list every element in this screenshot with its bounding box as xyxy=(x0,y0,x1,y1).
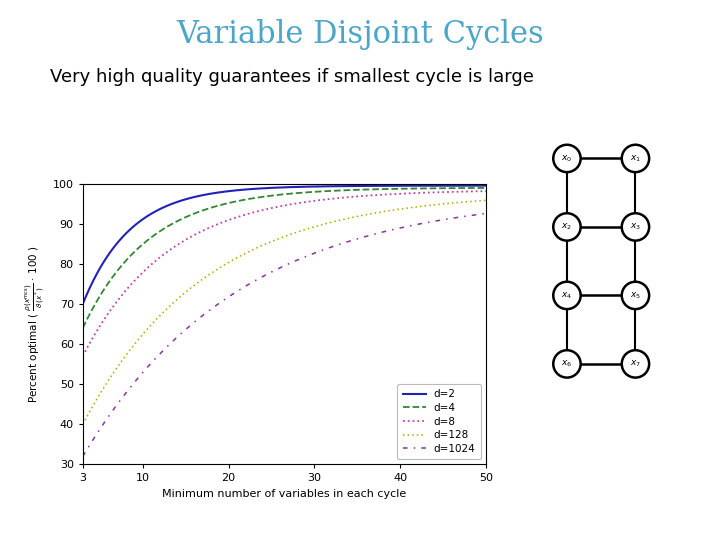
Text: Very high quality guarantees if smallest cycle is large: Very high quality guarantees if smallest… xyxy=(50,68,534,85)
Y-axis label: Percent optimal ( $\frac{\rho(x^{\mathrm{mcs}})}{\vartheta(x^*)}$ · 100 ): Percent optimal ( $\frac{\rho(x^{\mathrm… xyxy=(24,245,48,403)
d=4 xyxy=(356,186,364,193)
Legend: d=2, d=4, d=8, d=128, d=1024: d=2, d=4, d=8, d=128, d=1024 xyxy=(397,384,481,459)
Line: d=1024: d=1024 xyxy=(83,213,486,456)
Text: $x_4$: $x_4$ xyxy=(562,290,572,301)
Text: $x_0$: $x_0$ xyxy=(562,153,572,164)
d=2 xyxy=(356,183,364,189)
d=128 xyxy=(256,243,265,249)
d=8 xyxy=(400,190,409,197)
d=1024 xyxy=(393,225,402,232)
X-axis label: Minimum number of variables in each cycle: Minimum number of variables in each cycl… xyxy=(162,489,407,499)
d=1024 xyxy=(78,453,87,460)
d=2 xyxy=(393,183,402,189)
d=128 xyxy=(241,250,250,256)
d=128 xyxy=(400,205,409,212)
d=2 xyxy=(482,183,490,189)
Text: $x_6$: $x_6$ xyxy=(562,359,572,369)
d=4 xyxy=(393,186,402,192)
d=8 xyxy=(356,193,364,199)
d=128 xyxy=(78,421,87,428)
Circle shape xyxy=(553,350,580,377)
d=4 xyxy=(241,196,250,202)
d=1024 xyxy=(356,235,364,241)
d=4 xyxy=(120,260,128,266)
Text: $x_7$: $x_7$ xyxy=(630,359,641,369)
d=4 xyxy=(400,185,409,192)
d=1024 xyxy=(120,392,128,399)
Circle shape xyxy=(622,282,649,309)
Text: $x_5$: $x_5$ xyxy=(630,290,641,301)
d=1024 xyxy=(400,224,409,230)
d=8 xyxy=(78,353,87,359)
Line: d=4: d=4 xyxy=(83,188,486,328)
d=1024 xyxy=(256,274,265,281)
d=2 xyxy=(241,186,250,193)
d=8 xyxy=(120,289,128,296)
d=128 xyxy=(482,197,490,204)
d=8 xyxy=(482,188,490,194)
Text: $x_1$: $x_1$ xyxy=(630,153,641,164)
d=2 xyxy=(256,185,265,192)
d=8 xyxy=(393,191,402,197)
d=128 xyxy=(393,206,402,213)
Circle shape xyxy=(553,282,580,309)
d=2 xyxy=(78,301,87,307)
Text: Variable Disjoint Cycles: Variable Disjoint Cycles xyxy=(176,19,544,50)
Circle shape xyxy=(553,145,580,172)
d=1024 xyxy=(482,210,490,217)
d=8 xyxy=(256,207,265,214)
d=8 xyxy=(241,211,250,218)
Circle shape xyxy=(622,145,649,172)
Circle shape xyxy=(553,213,580,241)
d=4 xyxy=(256,194,265,200)
Line: d=8: d=8 xyxy=(83,191,486,356)
Line: d=2: d=2 xyxy=(83,186,486,304)
d=1024 xyxy=(241,283,250,289)
Circle shape xyxy=(622,350,649,377)
Line: d=128: d=128 xyxy=(83,200,486,424)
d=4 xyxy=(482,185,490,191)
Text: $x_3$: $x_3$ xyxy=(630,222,641,232)
d=2 xyxy=(120,232,128,239)
Circle shape xyxy=(622,213,649,241)
d=2 xyxy=(400,183,409,189)
Text: $x_2$: $x_2$ xyxy=(562,222,572,232)
d=128 xyxy=(120,355,128,361)
d=4 xyxy=(78,325,87,331)
d=128 xyxy=(356,213,364,219)
